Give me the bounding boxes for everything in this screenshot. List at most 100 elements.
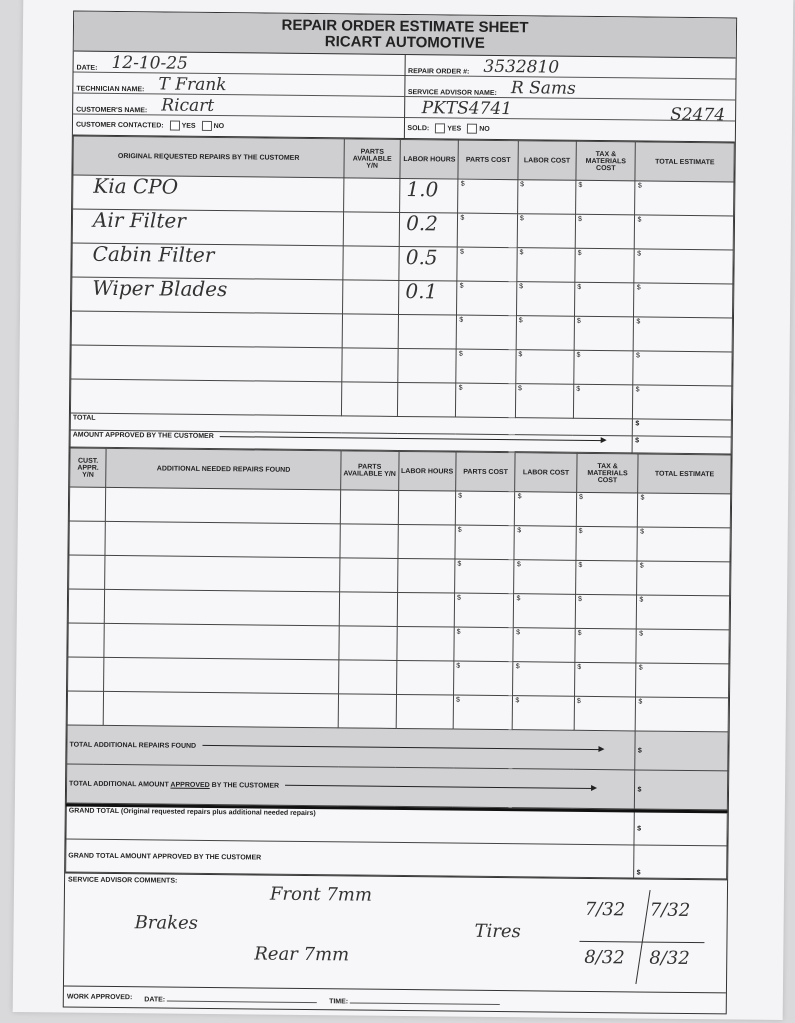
parts-available-cell[interactable] bbox=[339, 523, 398, 559]
repair-description-cell[interactable] bbox=[71, 311, 343, 348]
parts-available-cell[interactable] bbox=[341, 381, 398, 417]
tax-cell[interactable]: $ bbox=[574, 696, 636, 731]
total-estimate-cell[interactable]: $ bbox=[635, 662, 729, 698]
labor-cost-cell[interactable]: $ bbox=[513, 661, 575, 697]
vehicle-code-value[interactable]: PKTS4741 bbox=[421, 98, 513, 120]
parts-available-cell[interactable] bbox=[339, 557, 398, 593]
parts-cost-cell[interactable]: $ bbox=[453, 661, 514, 696]
parts-available-cell[interactable] bbox=[341, 347, 399, 383]
repair-description-cell[interactable] bbox=[70, 345, 343, 382]
tax-cell[interactable]: $ bbox=[575, 526, 638, 561]
labor-hours-cell[interactable]: 0.5 bbox=[399, 245, 458, 282]
total-value[interactable]: $ bbox=[632, 418, 732, 437]
cust-approval-cell[interactable] bbox=[69, 487, 107, 522]
repair-description-cell[interactable] bbox=[105, 487, 341, 524]
sold-yes-checkbox[interactable] bbox=[435, 123, 446, 134]
parts-cost-cell[interactable]: $ bbox=[454, 559, 515, 594]
parts-available-cell[interactable] bbox=[340, 489, 399, 525]
parts-cost-cell[interactable]: $ bbox=[454, 593, 515, 628]
labor-cost-cell[interactable]: $ bbox=[513, 627, 576, 663]
cust-approval-cell[interactable] bbox=[67, 690, 104, 726]
total-estimate-cell[interactable]: $ bbox=[637, 492, 731, 528]
cust-approval-cell[interactable] bbox=[68, 521, 106, 556]
total-estimate-cell[interactable]: $ bbox=[634, 214, 734, 250]
parts-cost-cell[interactable]: $ bbox=[455, 491, 516, 526]
parts-cost-cell[interactable]: $ bbox=[457, 213, 518, 248]
parts-available-cell[interactable] bbox=[342, 313, 399, 349]
tax-cell[interactable]: $ bbox=[574, 628, 637, 663]
total-estimate-cell[interactable]: $ bbox=[637, 560, 730, 596]
parts-available-cell[interactable] bbox=[338, 693, 397, 729]
tax-cell[interactable]: $ bbox=[574, 282, 635, 317]
tax-cell[interactable]: $ bbox=[573, 350, 634, 385]
tax-cell[interactable]: $ bbox=[573, 384, 634, 419]
grand-approved-value[interactable]: $ bbox=[634, 844, 727, 879]
parts-cost-cell[interactable]: $ bbox=[456, 315, 517, 350]
tax-cell[interactable]: $ bbox=[574, 248, 635, 283]
labor-hours-cell[interactable] bbox=[397, 558, 455, 594]
repair-order-value[interactable]: 3532810 bbox=[483, 56, 560, 78]
parts-available-cell[interactable] bbox=[343, 177, 401, 213]
labor-cost-cell[interactable]: $ bbox=[515, 383, 574, 419]
repair-description-cell[interactable]: Cabin Filter bbox=[71, 242, 344, 280]
customer-value[interactable]: Ricart bbox=[161, 95, 215, 117]
approved-date-field[interactable] bbox=[167, 992, 318, 1003]
labor-hours-cell[interactable]: 1.0 bbox=[399, 177, 459, 214]
service-advisor-comments[interactable]: SERVICE ADVISOR COMMENTS: Brakes Front 7… bbox=[63, 872, 728, 993]
repair-description-cell[interactable] bbox=[104, 555, 340, 592]
repair-description-cell[interactable] bbox=[104, 623, 340, 660]
total-estimate-cell[interactable]: $ bbox=[635, 180, 734, 216]
tax-cell[interactable]: $ bbox=[575, 560, 638, 595]
total-estimate-cell[interactable]: $ bbox=[632, 384, 732, 420]
contacted-yes-checkbox[interactable] bbox=[169, 120, 180, 131]
repair-description-cell[interactable] bbox=[70, 379, 342, 416]
labor-hours-cell[interactable] bbox=[396, 626, 455, 662]
repair-description-cell[interactable] bbox=[104, 589, 340, 626]
labor-hours-cell[interactable] bbox=[396, 660, 454, 696]
approved-time-field[interactable] bbox=[350, 993, 501, 1005]
parts-available-cell[interactable] bbox=[343, 211, 400, 247]
repair-description-cell[interactable]: Air Filter bbox=[72, 208, 344, 246]
labor-hours-cell[interactable] bbox=[395, 694, 454, 730]
date-value[interactable]: 12-10-25 bbox=[111, 52, 188, 74]
labor-cost-cell[interactable]: $ bbox=[517, 179, 576, 215]
total-estimate-cell[interactable]: $ bbox=[636, 628, 730, 664]
technician-value[interactable]: T Frank bbox=[158, 74, 227, 96]
cust-approval-cell[interactable] bbox=[68, 589, 105, 624]
tax-cell[interactable]: $ bbox=[574, 662, 637, 697]
total-estimate-cell[interactable]: $ bbox=[636, 594, 730, 630]
labor-cost-cell[interactable]: $ bbox=[512, 695, 575, 731]
labor-hours-cell[interactable] bbox=[396, 592, 455, 628]
total-estimate-cell[interactable]: $ bbox=[633, 282, 733, 318]
cust-approval-cell[interactable] bbox=[68, 555, 106, 590]
labor-cost-cell[interactable]: $ bbox=[515, 349, 575, 385]
grand-total-value[interactable]: $ bbox=[634, 810, 728, 846]
labor-hours-cell[interactable] bbox=[397, 348, 457, 384]
labor-cost-cell[interactable]: $ bbox=[515, 315, 575, 351]
labor-hours-cell[interactable] bbox=[397, 490, 456, 526]
labor-cost-cell[interactable]: $ bbox=[514, 491, 577, 527]
labor-hours-cell[interactable]: 0.2 bbox=[399, 211, 458, 248]
tax-cell[interactable]: $ bbox=[576, 492, 639, 527]
total-estimate-cell[interactable]: $ bbox=[635, 696, 729, 732]
sold-no-checkbox[interactable] bbox=[467, 123, 478, 134]
labor-cost-cell[interactable]: $ bbox=[514, 525, 577, 561]
repair-description-cell[interactable]: Wiper Blades bbox=[71, 276, 343, 314]
cust-approval-cell[interactable] bbox=[67, 656, 105, 692]
tax-cell[interactable]: $ bbox=[575, 180, 636, 215]
parts-available-cell[interactable] bbox=[342, 279, 400, 315]
total-estimate-cell[interactable]: $ bbox=[634, 248, 734, 284]
parts-cost-cell[interactable]: $ bbox=[453, 695, 514, 730]
labor-cost-cell[interactable]: $ bbox=[517, 213, 576, 249]
repair-description-cell[interactable] bbox=[105, 521, 341, 558]
parts-cost-cell[interactable]: $ bbox=[456, 281, 517, 316]
cust-approval-cell[interactable] bbox=[67, 623, 105, 658]
total-estimate-cell[interactable]: $ bbox=[637, 526, 731, 562]
parts-cost-cell[interactable]: $ bbox=[457, 179, 518, 214]
parts-available-cell[interactable] bbox=[342, 245, 400, 281]
tax-cell[interactable]: $ bbox=[575, 594, 638, 629]
total-additional-value[interactable]: $ bbox=[635, 730, 729, 771]
service-advisor-value[interactable]: R Sams bbox=[510, 78, 576, 99]
labor-hours-cell[interactable]: 0.1 bbox=[398, 279, 458, 316]
repair-description-cell[interactable]: Kia CPO bbox=[72, 174, 344, 212]
